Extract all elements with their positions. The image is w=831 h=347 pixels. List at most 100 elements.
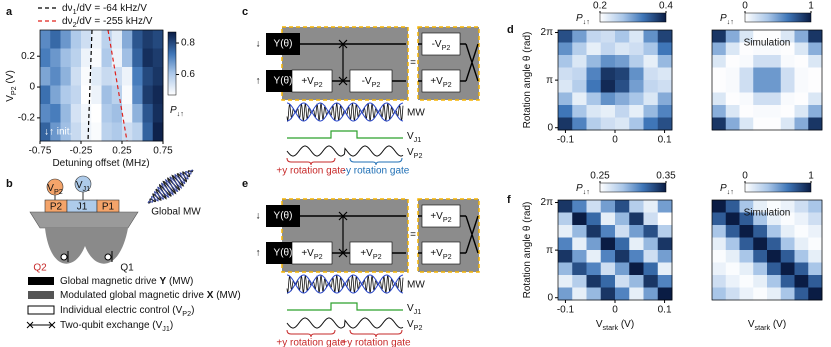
heatmap-cell <box>657 67 673 81</box>
electrode-label: P1 <box>102 202 115 213</box>
pulse-label-part: P2 <box>442 43 451 52</box>
heatmap-cell <box>586 30 602 43</box>
heatmap-cell <box>50 48 61 68</box>
colorbar <box>744 12 812 23</box>
panel-label: b <box>6 178 13 190</box>
heatmap-cell <box>725 105 740 118</box>
gate-label: +y rotation gate <box>341 338 411 347</box>
equals: = <box>410 230 416 241</box>
x-axis-label: Vstark (V) <box>596 319 634 333</box>
heatmap-cell <box>767 275 782 288</box>
x-axis-label-part: (V) <box>770 319 786 330</box>
legend-text-part: Individual electric control (V <box>60 305 183 316</box>
pulse-box <box>421 241 461 265</box>
rotation-label: Y(θ) <box>274 211 293 222</box>
heatmap-cell <box>40 67 51 86</box>
heatmap-cell <box>780 225 795 238</box>
source-label: VJ1 <box>76 180 90 194</box>
heatmap-cell <box>142 122 154 142</box>
exchange <box>338 211 348 258</box>
heatmap-cell <box>558 275 573 288</box>
heatmap-cell <box>40 48 51 68</box>
x-tick-label: 0 <box>612 305 618 316</box>
device-diagram <box>26 175 139 329</box>
electron <box>60 253 68 261</box>
heatmap-cell <box>111 67 123 86</box>
heatmap-cell <box>780 287 795 301</box>
pulse-label-part: P2 <box>373 252 382 261</box>
heatmap-cell <box>572 225 587 238</box>
heatmap-cell <box>780 92 795 106</box>
heatmap-cell <box>767 250 782 263</box>
heatmap-cell <box>712 80 727 93</box>
source-label-part: J1 <box>83 184 91 193</box>
heatmap-cell <box>794 275 809 288</box>
heatmap-cell <box>586 262 602 276</box>
pulse-label-part: +V <box>430 248 443 259</box>
rotation-label: Y(θ) <box>274 39 293 50</box>
heatmap-cell <box>600 262 616 276</box>
mw-label: Global MW <box>151 207 201 218</box>
heatmap-cell <box>572 92 587 106</box>
heatmap-cell <box>600 275 616 288</box>
heatmap-cell <box>629 30 644 43</box>
x-tick-label: -0.1 <box>557 135 575 146</box>
heatmap-cell <box>780 67 795 81</box>
heatmap-cell <box>767 105 782 118</box>
simulation-title: Simulation <box>744 208 791 219</box>
heatmap-cell <box>767 67 782 81</box>
colorbar-tick-label: 0.8 <box>181 38 195 49</box>
y-axis-label-part: Rotation angle θ (rad) <box>522 202 533 299</box>
vj1-wave <box>287 130 403 139</box>
heatmap-cell <box>643 67 659 81</box>
signal-label-part: V <box>407 147 414 158</box>
legend-text-part: Y <box>160 276 167 287</box>
heatmap-cell <box>629 80 644 93</box>
heatmap-cell <box>60 122 72 142</box>
heatmap-cell <box>586 250 602 263</box>
signal-label-part: V <box>407 131 414 142</box>
heatmap-cell <box>60 104 72 123</box>
heatmap-cell <box>657 55 673 68</box>
heatmap-cell <box>657 225 673 238</box>
heatmap-cell <box>780 42 795 56</box>
substrate <box>29 211 139 229</box>
heatmap-cell <box>558 200 573 213</box>
heatmap-cell <box>586 212 602 226</box>
colorbar-tick-label: 1 <box>808 171 814 182</box>
pulse-label-part: +V <box>430 76 443 87</box>
heatmap-cell <box>643 237 659 251</box>
pulse-label-part: +V <box>301 248 314 259</box>
pulse-label: -VP2 <box>362 76 381 90</box>
heatmap-cell <box>111 122 123 142</box>
heatmap-cell <box>600 237 616 251</box>
heatmap-cell <box>572 212 587 226</box>
mw-helix <box>147 169 194 204</box>
heatmap-cell <box>767 225 782 238</box>
heatmap-cell <box>50 30 61 49</box>
heatmap-cell <box>657 80 673 93</box>
heatmap-cell <box>615 117 630 131</box>
spin-label: ↑ <box>256 76 261 87</box>
pulse-label-part: P2 <box>443 215 452 224</box>
potential <box>45 228 128 264</box>
heatmap-cell <box>753 287 768 301</box>
heatmap-cell <box>572 80 587 93</box>
x-axis-label-part: (V) <box>618 319 634 330</box>
heatmap-cell <box>739 200 754 213</box>
heatmap-cell <box>558 92 573 106</box>
heatmap-cell <box>572 250 587 263</box>
heatmap-cell <box>794 30 809 43</box>
heatmap-cell <box>725 225 740 238</box>
heatmap-cell <box>558 225 573 238</box>
heatmap-cell <box>794 67 809 81</box>
heatmap-cell <box>794 117 809 131</box>
pulse-label: +VP2 <box>360 248 381 262</box>
heatmap-cell <box>91 104 102 123</box>
heatmap-cell <box>725 262 740 276</box>
gate-p1 <box>96 199 120 213</box>
colorbar-label-part: ↓↑ <box>583 17 590 26</box>
heatmap-cell <box>767 237 782 251</box>
heatmap-cell <box>600 250 616 263</box>
